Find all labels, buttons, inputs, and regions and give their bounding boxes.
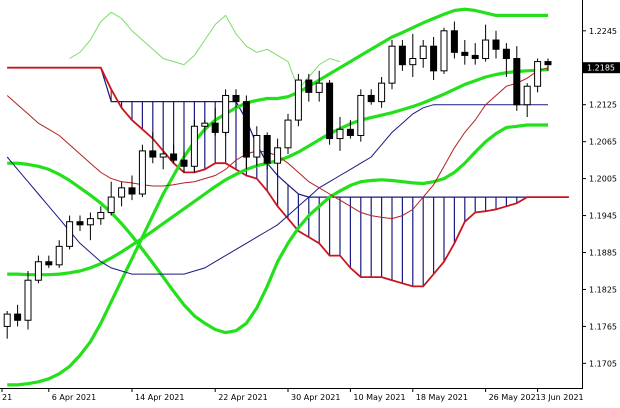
y-tick-label: 1.1885 (589, 249, 617, 258)
candle-body (232, 94, 240, 103)
candle-body (107, 196, 115, 213)
bollinger-upper (7, 7, 548, 387)
candle-body (24, 279, 32, 321)
y-tick-label: 1.2245 (589, 27, 617, 36)
x-tick-label: 21 (2, 393, 12, 402)
candle-body (294, 79, 302, 121)
candle-body (3, 313, 11, 327)
candle-body (513, 58, 521, 106)
candle-body (544, 61, 552, 66)
x-tick-label: 30 Apr 2021 (291, 393, 340, 402)
x-tick-label: 10 May 2021 (353, 393, 405, 402)
candle-body (523, 85, 531, 106)
candle-body (34, 261, 42, 281)
kijun-sen (6, 104, 548, 275)
x-tick-label: 3 Jun 2021 (541, 393, 584, 402)
candle-body (66, 221, 74, 247)
x-tick-label: 18 May 2021 (416, 393, 468, 402)
candle-body (263, 134, 271, 164)
candle-body (274, 147, 282, 164)
price-axis: 1.2245 1.2185 1.2125 1.2065 1.2005 1.1945 1.18… (582, 27, 617, 368)
x-tick-label: 22 Apr 2021 (218, 393, 267, 402)
x-tick-label: 14 Apr 2021 (135, 393, 184, 402)
candle-body (440, 30, 448, 72)
candle-body (409, 58, 417, 66)
candle-body (190, 125, 198, 167)
candle-body (222, 94, 230, 133)
candle-body (86, 218, 94, 226)
candle-body (55, 245, 63, 266)
candle-body (471, 54, 479, 60)
candle-body (149, 150, 157, 158)
candlestick-series (3, 21, 552, 339)
candle-body (170, 153, 178, 161)
y-tick-label: 1.1705 (589, 359, 617, 368)
y-tick-label: 1.2065 (589, 138, 617, 147)
candle-body (398, 45, 406, 66)
candle-body (378, 82, 386, 103)
candle-body (76, 221, 84, 226)
candle-body (430, 45, 438, 72)
candle-body (357, 94, 365, 136)
current-price-badge: 1.2185 (583, 62, 620, 74)
candle-body (211, 122, 219, 133)
candle-body (97, 211, 105, 220)
candle-body (336, 128, 344, 140)
chart-frame (0, 0, 583, 389)
candle-body (461, 51, 469, 56)
candle-body (450, 30, 458, 53)
candle-body (242, 101, 250, 158)
candle-body (14, 313, 22, 321)
y-tick-label: 1.1825 (589, 285, 617, 294)
y-tick-label: 1.1945 (589, 212, 617, 221)
y-tick-label: 1.2125 (589, 101, 617, 110)
candle-body (180, 159, 188, 167)
candle-body (315, 82, 323, 93)
chikou-span (69, 11, 341, 91)
candle-body (253, 134, 261, 158)
bollinger-lower (7, 123, 548, 335)
candle-body (305, 79, 313, 93)
candle-body (284, 119, 292, 149)
candle-body (502, 48, 510, 60)
candle-body (492, 39, 500, 50)
candle-body (128, 187, 136, 195)
time-axis: 21 6 Apr 2021 14 Apr 2021 22 Apr 2021 30 Apr… (1, 388, 584, 402)
candle-body (45, 261, 53, 266)
candle-body (201, 122, 209, 127)
candle-body (326, 82, 334, 140)
candle-body (367, 94, 375, 103)
candle-body (138, 150, 146, 195)
y-tick-label: 1.2005 (589, 175, 617, 184)
candle-body (534, 61, 542, 87)
senkou-span-a (7, 66, 569, 288)
y-tick-label: 1.1765 (589, 322, 617, 331)
candle-body (388, 45, 396, 84)
candle-body (159, 153, 167, 158)
candle-body (419, 45, 427, 60)
x-tick-label: 26 May 2021 (489, 393, 541, 402)
candle-body (482, 39, 490, 60)
candle-body (346, 128, 354, 136)
x-tick-label: 6 Apr 2021 (52, 393, 96, 402)
current-price-label: 1.2185 (587, 64, 615, 73)
candle-body (118, 187, 126, 198)
